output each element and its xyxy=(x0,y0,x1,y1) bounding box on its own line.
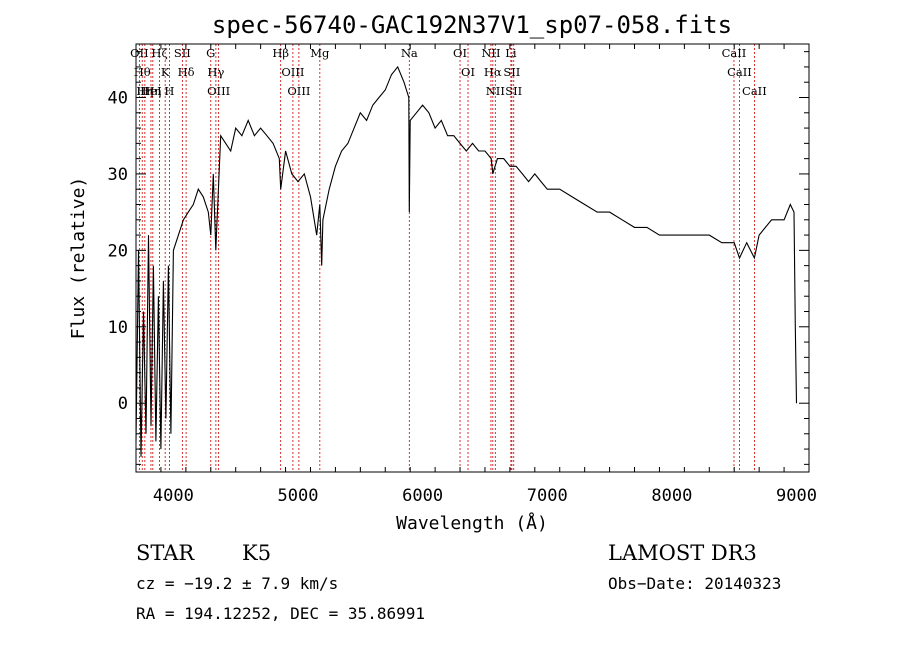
y-axis: 0 10 20 30 40 xyxy=(108,51,809,465)
plot-frame xyxy=(135,43,810,473)
line-marker-label: Hθ xyxy=(134,65,151,79)
line-marker-label: CaII xyxy=(742,84,767,98)
survey-name: LAMOST DR3 xyxy=(608,541,757,565)
line-marker-label: OI xyxy=(453,46,467,60)
line-marker-label: H xyxy=(164,84,174,98)
line-marker-label: Hβ xyxy=(272,46,289,60)
line-marker-label: Li xyxy=(505,46,517,60)
line-marker-label: K xyxy=(161,65,170,79)
line-marker-label: NII xyxy=(486,84,505,98)
object-class: STAR xyxy=(136,541,195,565)
line-marker-label: SII xyxy=(503,65,520,79)
spectrum-series-line xyxy=(135,65,798,457)
y-tick-label: 0 xyxy=(118,394,128,414)
redshift-readout: cz = −19.2 ± 7.9 km/s xyxy=(136,574,338,593)
chart-title: spec-56740-GAC192N37V1_sp07-058.fits xyxy=(212,11,732,39)
object-subclass: K5 xyxy=(242,541,271,565)
y-tick-label: 10 xyxy=(108,318,128,338)
line-marker-label: NII xyxy=(481,46,500,60)
x-tick-label: 8000 xyxy=(651,486,692,506)
line-marker-label: OIII xyxy=(287,84,310,98)
line-marker-label: OIII xyxy=(207,84,230,98)
line-marker-label: Hδ xyxy=(178,65,195,79)
line-marker-label: CaII xyxy=(727,65,752,79)
coordinates-readout: RA = 194.12252, DEC = 35.86991 xyxy=(136,604,425,623)
x-tick-label: 9000 xyxy=(776,486,817,506)
x-tick-label: 7000 xyxy=(527,486,568,506)
line-marker-label: SII xyxy=(505,84,522,98)
observation-date: Obs−Date: 20140323 xyxy=(608,574,781,593)
x-axis-label: Wavelength (Å) xyxy=(396,512,548,534)
x-axis: 4000 5000 6000 7000 8000 9000 xyxy=(153,44,817,506)
y-tick-label: 40 xyxy=(108,89,128,109)
line-marker-label: SII xyxy=(174,46,191,60)
y-tick-label: 20 xyxy=(108,241,128,261)
x-tick-label: 6000 xyxy=(402,486,443,506)
y-axis-label: Flux (relative) xyxy=(68,177,89,340)
x-tick-label: 5000 xyxy=(278,486,319,506)
y-tick-label: 30 xyxy=(108,165,128,185)
line-marker-label: CaII xyxy=(722,46,747,60)
line-marker-label: OII xyxy=(130,46,149,60)
line-marker-label: Hα xyxy=(484,65,502,79)
line-marker-label: Na xyxy=(401,46,418,60)
line-marker-label: Hη xyxy=(144,84,161,98)
line-marker-label: Mg xyxy=(310,46,330,60)
line-marker-label: Hη xyxy=(136,84,153,98)
line-marker-label: Hζ xyxy=(151,46,167,60)
line-marker-label: Hγ xyxy=(207,65,224,79)
x-tick-label: 4000 xyxy=(153,486,194,506)
line-marker-group xyxy=(138,44,755,472)
line-marker-label: G xyxy=(206,46,215,60)
line-marker-label: OIII xyxy=(281,65,304,79)
line-marker-label: HeI xyxy=(140,84,161,98)
line-marker-label: OI xyxy=(461,65,475,79)
